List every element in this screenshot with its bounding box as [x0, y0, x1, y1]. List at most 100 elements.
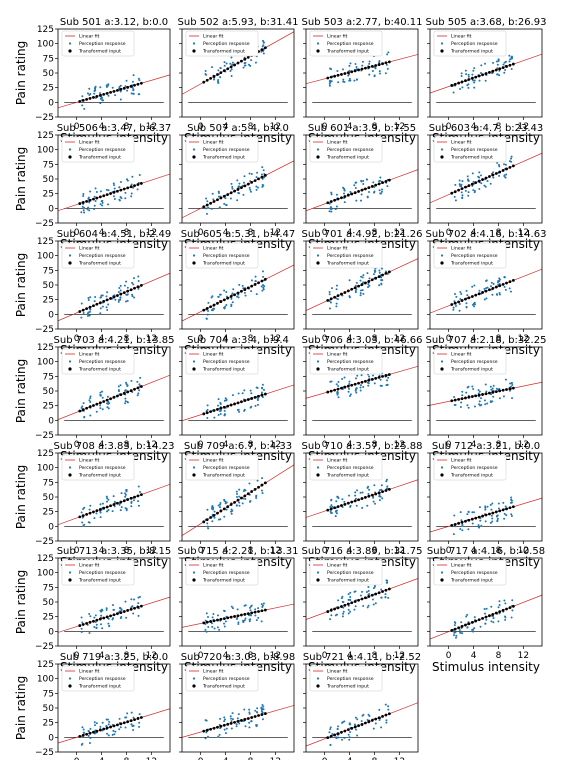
legend-perception: Perception response: [327, 41, 374, 47]
transformed-point: [216, 73, 219, 76]
perception-point: [225, 62, 228, 65]
transformed-point: [233, 402, 236, 406]
perception-point: [387, 708, 390, 711]
perception-point: [368, 73, 371, 76]
perception-point: [137, 287, 140, 290]
transformed-point: [212, 513, 216, 517]
perception-point: [478, 79, 481, 82]
perception-point: [473, 303, 476, 306]
perception-point: [380, 484, 383, 487]
perception-point: [498, 280, 501, 283]
legend-box: [309, 348, 383, 375]
perception-point: [371, 598, 374, 601]
legend-perception-swatch: [440, 360, 444, 363]
transformed-point: [357, 284, 360, 288]
perception-point: [496, 517, 499, 520]
perception-point: [331, 732, 334, 735]
perception-point: [353, 79, 356, 82]
perception-point: [101, 390, 104, 393]
transformed-point: [78, 202, 82, 205]
y-axis-label: Pain rating: [14, 570, 28, 634]
transformed-point: [457, 521, 461, 525]
perception-point: [330, 210, 333, 213]
transformed-point: [92, 404, 95, 407]
perception-point: [330, 193, 333, 196]
perception-point: [491, 387, 494, 390]
perception-point: [362, 179, 365, 182]
transformed-point: [381, 490, 384, 494]
perception-point: [219, 502, 222, 505]
perception-point: [349, 393, 352, 396]
transformed-point: [494, 390, 498, 394]
perception-point: [125, 79, 128, 82]
legend-perception: Perception response: [327, 570, 374, 576]
perception-point: [489, 285, 492, 288]
transformed-point: [326, 201, 330, 205]
x-tick-label: 8: [248, 651, 254, 661]
perception-point: [379, 176, 382, 179]
perception-point: [498, 397, 501, 400]
transformed-point: [370, 64, 374, 68]
perception-point: [371, 70, 374, 73]
y-tick-label: 75: [43, 160, 54, 170]
legend-linear-fit: Linear fit: [451, 246, 472, 252]
perception-point: [335, 383, 338, 386]
perception-point: [329, 301, 332, 304]
perception-point: [243, 181, 246, 184]
transformed-point: [119, 87, 123, 91]
transformed-point: [505, 65, 508, 68]
perception-point: [485, 297, 488, 300]
subplot-panel: Sub 604 a:4.51, b:2.490 4 8 121251007550250…: [14, 229, 171, 357]
subplot-title: Sub 501 a:3.12, b:0.0: [60, 17, 168, 28]
transformed-point: [494, 68, 498, 72]
transformed-point: [326, 390, 330, 394]
perception-point: [378, 708, 381, 711]
transformed-point: [209, 410, 213, 414]
perception-point: [471, 385, 474, 388]
legend-perception-swatch: [192, 677, 196, 680]
x-tick-label: 0: [74, 122, 80, 132]
transformed-point: [85, 98, 89, 101]
perception-point: [335, 302, 338, 305]
perception-point: [118, 728, 121, 731]
perception-point: [359, 199, 362, 202]
perception-point: [471, 522, 474, 525]
perception-point: [206, 525, 209, 528]
legend-perception-swatch: [192, 571, 196, 574]
transformed-point: [470, 620, 474, 624]
perception-point: [107, 407, 110, 410]
perception-point: [461, 529, 464, 532]
perception-point: [372, 496, 375, 499]
perception-point: [262, 705, 265, 708]
perception-point: [492, 282, 495, 285]
perception-point: [217, 191, 220, 194]
perception-point: [256, 707, 259, 710]
perception-point: [99, 86, 102, 89]
perception-point: [455, 295, 458, 298]
perception-point: [118, 199, 121, 202]
perception-point: [86, 92, 89, 95]
perception-point: [459, 184, 462, 187]
perception-point: [328, 299, 331, 302]
perception-point: [366, 272, 369, 275]
perception-point: [112, 495, 115, 498]
y-tick-label: 50: [43, 387, 55, 397]
transformed-point: [102, 194, 106, 198]
perception-point: [335, 613, 338, 616]
perception-point: [101, 305, 104, 308]
legend-perception-swatch: [192, 254, 196, 257]
perception-point: [138, 383, 141, 386]
transformed-point: [219, 509, 223, 513]
transformed-point: [119, 722, 123, 726]
perception-point: [212, 307, 215, 310]
perception-point: [479, 71, 482, 74]
perception-point: [105, 495, 108, 498]
legend-box: [433, 559, 507, 586]
perception-point: [93, 204, 96, 207]
perception-point: [366, 504, 369, 507]
transformed-point: [384, 374, 388, 377]
perception-point: [218, 733, 221, 736]
perception-point: [204, 737, 207, 740]
transformed-point: [477, 179, 481, 183]
perception-point: [348, 79, 351, 82]
